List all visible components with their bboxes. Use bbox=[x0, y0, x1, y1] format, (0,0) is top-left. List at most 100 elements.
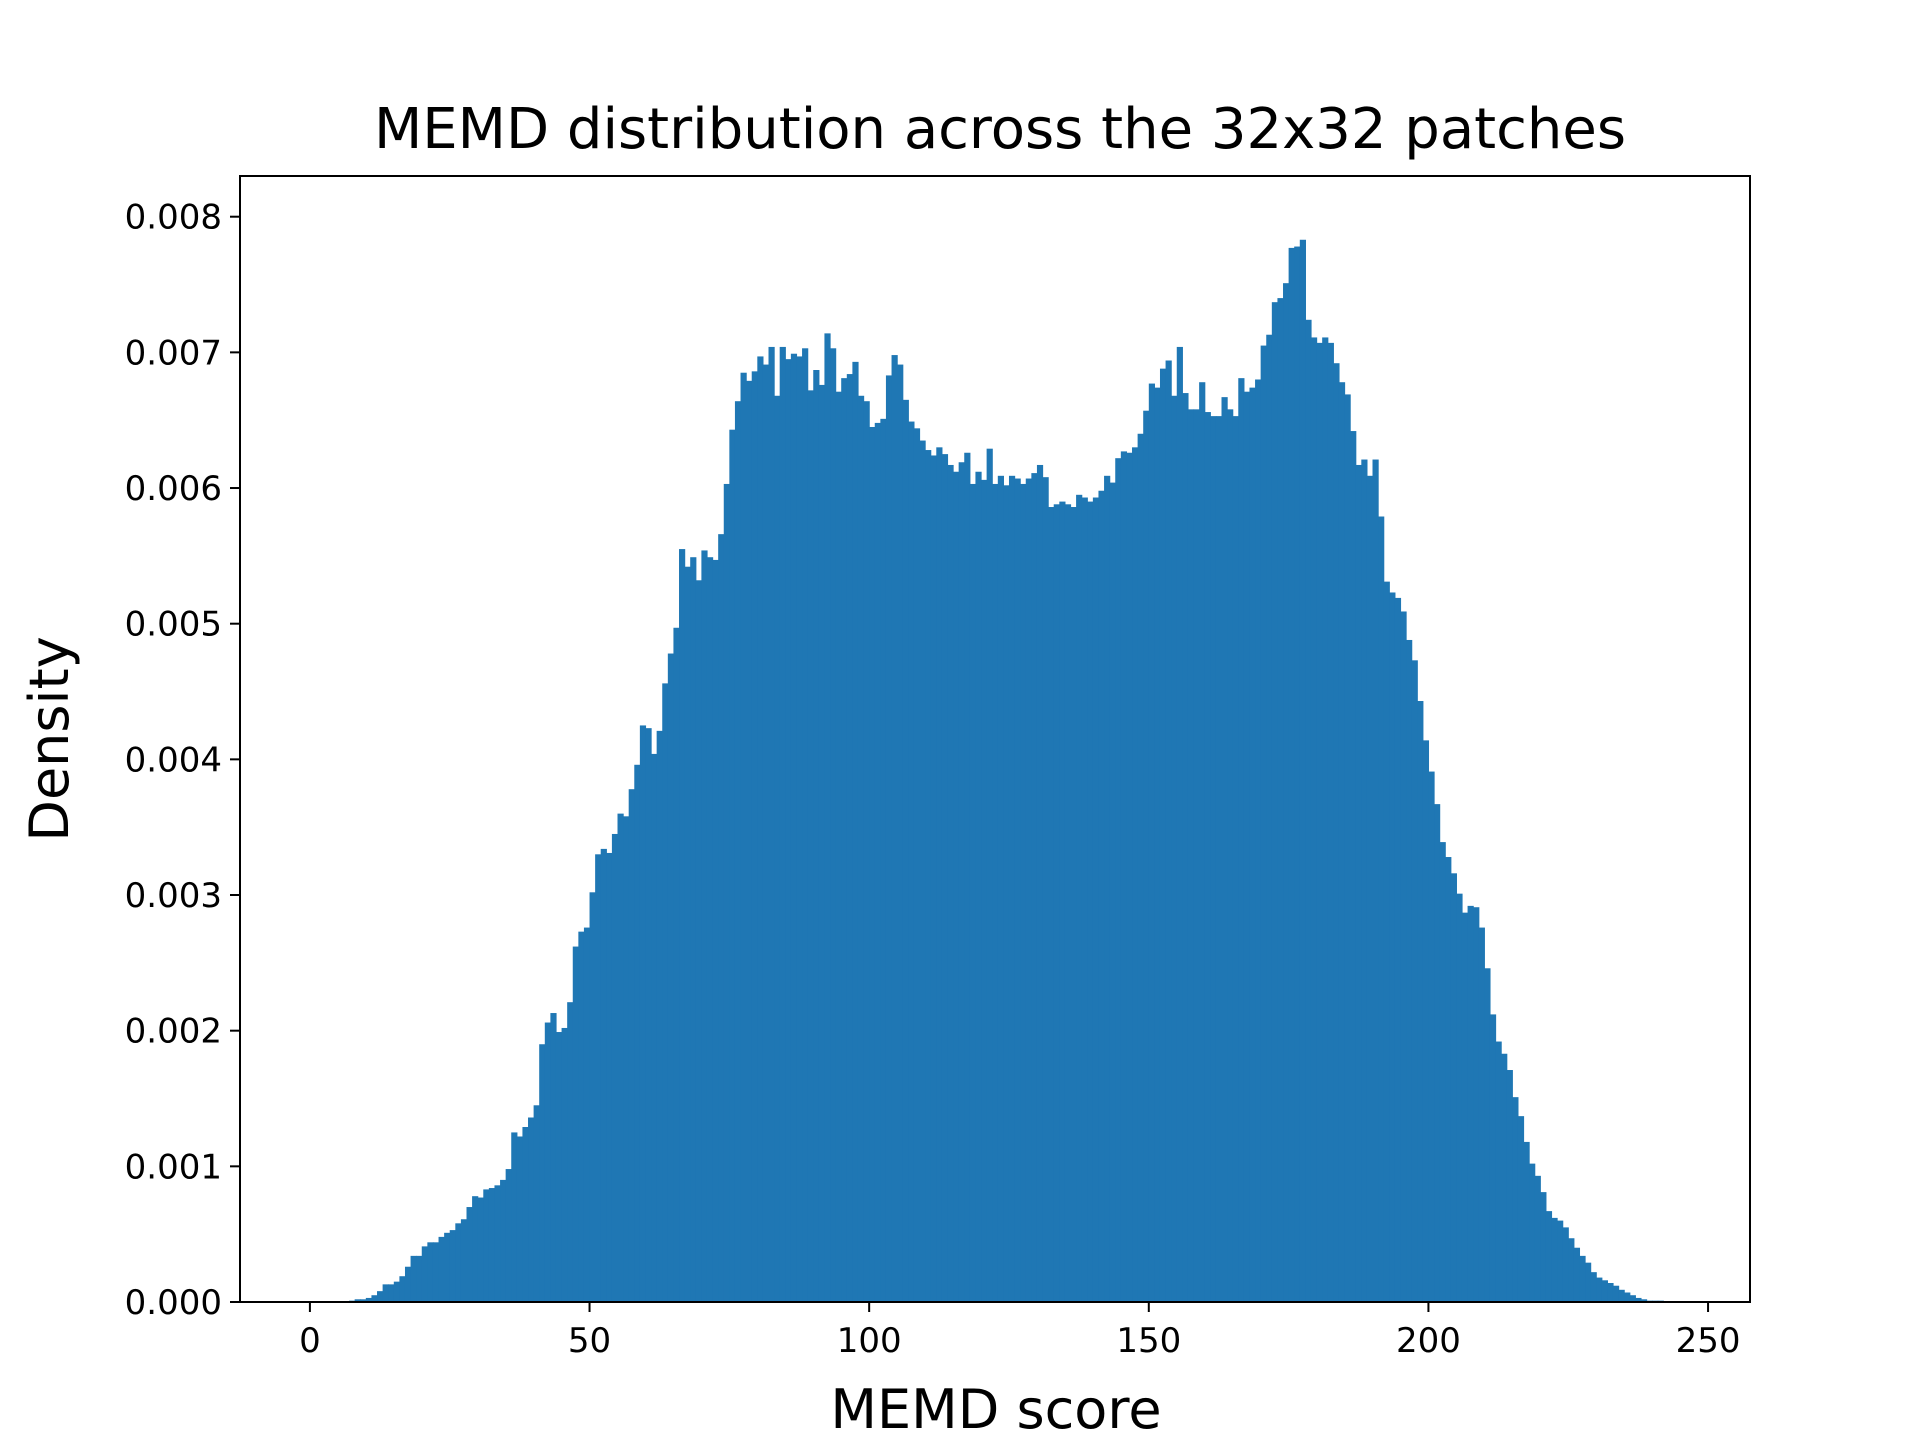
histogram-bar bbox=[969, 483, 977, 1302]
histogram-bar bbox=[1350, 431, 1357, 1302]
histogram-bar bbox=[656, 730, 663, 1302]
histogram-bar bbox=[981, 479, 988, 1302]
histogram-bar bbox=[1070, 507, 1077, 1302]
histogram-bar bbox=[1003, 485, 1010, 1302]
histogram-bar bbox=[516, 1136, 524, 1302]
histogram-bar bbox=[1221, 397, 1228, 1302]
histogram-bar bbox=[1450, 873, 1457, 1302]
histogram-bar bbox=[1635, 1297, 1642, 1302]
histogram-bar bbox=[1568, 1238, 1575, 1302]
histogram-bar bbox=[1585, 1262, 1592, 1302]
y-tick-label: 0.000 bbox=[125, 1283, 222, 1323]
histogram-bar bbox=[382, 1284, 389, 1302]
histogram-bar bbox=[813, 370, 820, 1302]
histogram-bar bbox=[908, 421, 915, 1302]
histogram-bar bbox=[639, 725, 647, 1302]
histogram-bar bbox=[623, 816, 630, 1302]
histogram-bar bbox=[628, 789, 635, 1302]
histogram-bar bbox=[785, 359, 792, 1302]
histogram-bar bbox=[1529, 1163, 1536, 1302]
histogram-bar bbox=[802, 348, 809, 1302]
histogram-bar bbox=[852, 361, 859, 1302]
histogram-bar bbox=[466, 1207, 473, 1302]
histogram-bar bbox=[634, 764, 641, 1302]
histogram-bar bbox=[1456, 893, 1463, 1302]
histogram-bar bbox=[863, 401, 870, 1302]
histogram-bar bbox=[1165, 360, 1172, 1302]
histogram-bar bbox=[1187, 409, 1195, 1303]
histogram-bar bbox=[679, 549, 686, 1302]
histogram-bar bbox=[880, 418, 887, 1303]
histogram-bar bbox=[1025, 478, 1032, 1302]
histogram-bar bbox=[1579, 1255, 1586, 1302]
histogram-bar bbox=[1249, 387, 1256, 1302]
histogram-bar bbox=[572, 946, 579, 1302]
histogram-bar bbox=[1283, 283, 1290, 1302]
histogram-bar bbox=[651, 753, 658, 1302]
histogram-bar bbox=[684, 566, 691, 1302]
histogram-bar bbox=[1629, 1295, 1636, 1302]
histogram-bar bbox=[1154, 387, 1161, 1302]
histogram-bar bbox=[410, 1255, 417, 1302]
histogram-bar bbox=[796, 356, 803, 1302]
histogram-bar bbox=[365, 1297, 373, 1302]
histogram-bar bbox=[1322, 337, 1329, 1302]
histogram-bar bbox=[1210, 416, 1217, 1302]
y-tick-label: 0.004 bbox=[125, 740, 222, 780]
histogram-bar bbox=[746, 380, 753, 1303]
histogram-bar bbox=[997, 475, 1004, 1302]
x-tick-label: 100 bbox=[837, 1321, 902, 1361]
histogram-bar bbox=[835, 391, 842, 1302]
histogram-bar bbox=[1590, 1272, 1597, 1302]
y-tick-label: 0.002 bbox=[125, 1012, 222, 1052]
histogram-bar bbox=[734, 401, 742, 1302]
chart-title: MEMD distribution across the 32x32 patch… bbox=[374, 97, 1626, 162]
histogram-bar bbox=[790, 353, 798, 1303]
x-axis-label: MEMD score bbox=[830, 1378, 1161, 1440]
histogram-bar bbox=[913, 428, 921, 1303]
histogram-bar bbox=[1596, 1277, 1603, 1302]
histogram-bar bbox=[1411, 660, 1418, 1302]
histogram-bar bbox=[1618, 1289, 1625, 1302]
histogram-bar bbox=[1607, 1283, 1614, 1302]
histogram-bar bbox=[701, 550, 708, 1302]
histogram-bar bbox=[1036, 464, 1044, 1303]
histogram-bar bbox=[925, 450, 932, 1302]
histogram-bar bbox=[975, 471, 982, 1302]
histogram-bar bbox=[1104, 475, 1111, 1302]
histogram-bar bbox=[857, 395, 865, 1302]
histogram-bar bbox=[1562, 1227, 1569, 1302]
histogram-bar bbox=[1014, 478, 1021, 1302]
histogram-bar bbox=[1422, 740, 1430, 1302]
histogram-bar bbox=[1199, 382, 1206, 1303]
histogram-bar bbox=[936, 447, 943, 1303]
x-tick-label: 0 bbox=[299, 1321, 321, 1361]
histogram-bar bbox=[1366, 475, 1374, 1302]
y-tick-label: 0.003 bbox=[125, 876, 222, 916]
histogram-bar bbox=[455, 1223, 462, 1302]
histogram-bar bbox=[555, 1032, 563, 1302]
histogram-bar bbox=[438, 1236, 445, 1302]
histogram-bar bbox=[1193, 409, 1200, 1303]
histogram-bar bbox=[606, 852, 613, 1302]
histogram-bar bbox=[712, 559, 719, 1302]
histogram-bar bbox=[1120, 451, 1128, 1302]
histogram-bar bbox=[992, 483, 999, 1302]
histogram-bar bbox=[774, 395, 781, 1302]
histogram-bar bbox=[824, 333, 831, 1302]
histogram-bar bbox=[528, 1117, 535, 1302]
histogram-bar bbox=[617, 813, 624, 1302]
histogram-bar bbox=[757, 356, 764, 1302]
histogram-bar bbox=[1042, 477, 1049, 1302]
histogram-bar bbox=[1489, 1014, 1497, 1302]
histogram-bar bbox=[1372, 459, 1379, 1302]
histogram-bar bbox=[941, 454, 949, 1302]
histogram-bar bbox=[583, 927, 591, 1302]
histogram-bar bbox=[897, 364, 904, 1302]
histogram-bar bbox=[830, 348, 837, 1302]
histogram-bar bbox=[1473, 907, 1480, 1302]
histogram-bar bbox=[1126, 452, 1133, 1302]
histogram-bar bbox=[404, 1266, 412, 1302]
histogram-bar bbox=[1232, 416, 1239, 1302]
histogram-bar bbox=[958, 462, 965, 1302]
